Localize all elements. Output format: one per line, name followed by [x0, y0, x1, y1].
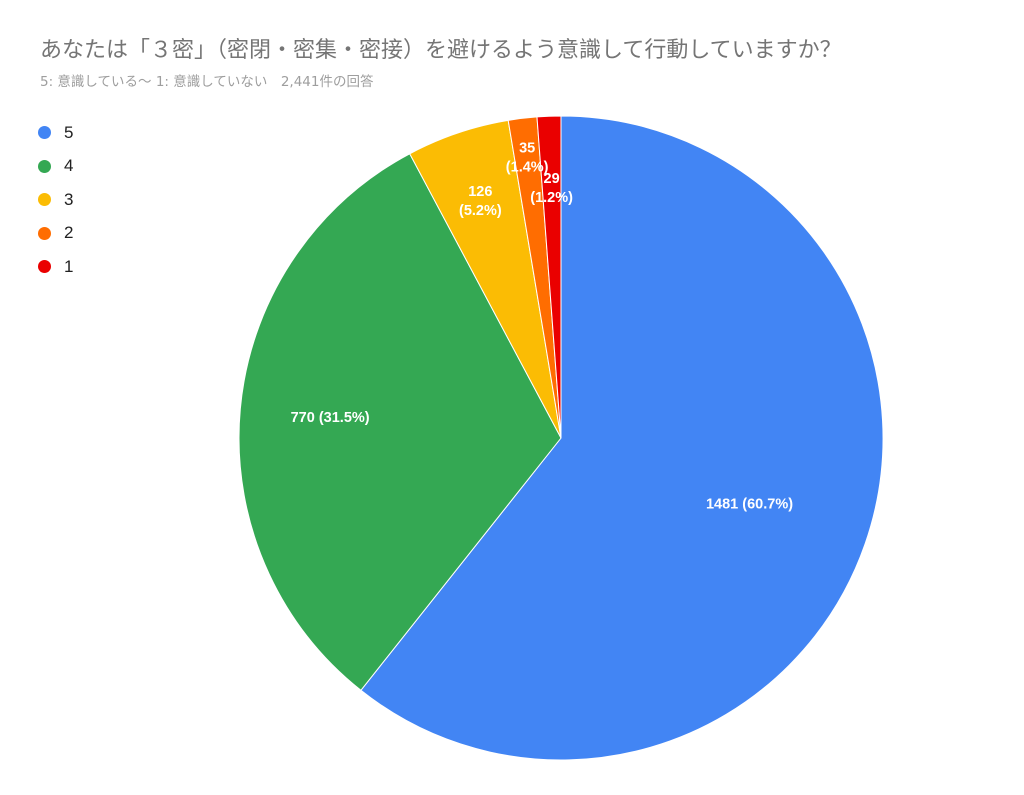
legend-label: 5: [64, 122, 74, 142]
legend-item-3[interactable]: 3: [38, 183, 73, 217]
legend-swatch: [38, 193, 51, 207]
chart-subtitle: 5: 意識している〜 1: 意識していない 2,441件の回答: [40, 74, 374, 90]
chart-title: あなたは「３密」（密閉・密集・密接）を避けるよう意識して行動していますか？: [40, 38, 842, 63]
legend-item-1[interactable]: 1: [38, 250, 73, 284]
legend-label: 3: [64, 189, 74, 209]
legend-swatch: [38, 260, 51, 274]
slice-label-4: 770 (31.5%): [291, 410, 370, 426]
legend-item-5[interactable]: 5: [38, 116, 73, 150]
legend-label: 1: [64, 256, 74, 276]
slice-label-1: 29 (1.2%): [530, 171, 573, 206]
legend: 5 4 3 2 1: [38, 116, 73, 284]
legend-item-2[interactable]: 2: [38, 217, 73, 251]
slice-label-5: 1481 (60.7%): [706, 497, 793, 513]
pie-slices: [238, 115, 884, 761]
pie-slice-4[interactable]: [238, 153, 562, 691]
legend-swatch: [38, 126, 51, 140]
legend-item-4[interactable]: 4: [38, 150, 73, 184]
pie-labels: 1481 (60.7%) 770 (31.5%) 126 (5.2%)35 (1.4%)…: [291, 141, 794, 513]
legend-label: 2: [64, 223, 74, 243]
legend-swatch: [38, 226, 51, 240]
legend-swatch: [38, 159, 51, 173]
legend-label: 4: [64, 156, 74, 176]
pie-slice-5[interactable]: [360, 115, 884, 761]
slice-label-2: 35 (1.4%): [506, 141, 549, 176]
pie-slice-1[interactable]: [536, 115, 562, 439]
slice-label-3: 126 (5.2%): [459, 184, 502, 219]
